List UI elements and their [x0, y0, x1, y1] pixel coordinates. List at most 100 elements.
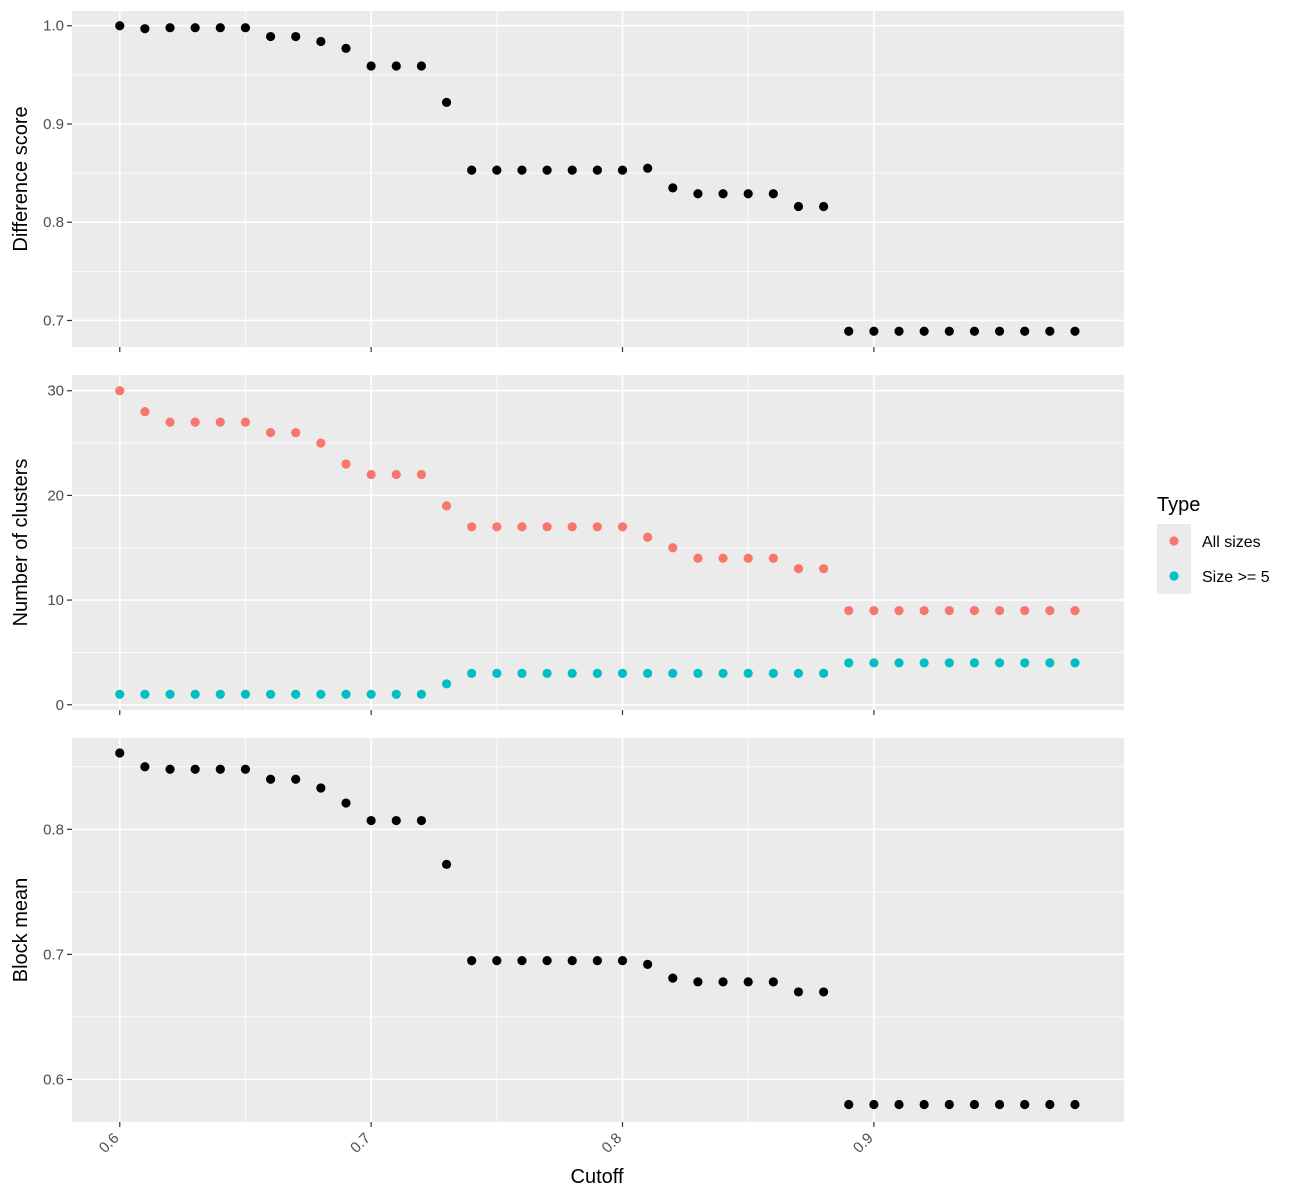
data-point [718, 668, 728, 678]
data-point [1045, 1099, 1055, 1110]
data-point [567, 165, 577, 175]
data-point [416, 61, 427, 71]
data-point [265, 31, 276, 42]
data-point [768, 977, 778, 987]
x-tick-label: 0.8 [599, 1130, 626, 1157]
data-point [944, 605, 954, 616]
data-point [115, 748, 125, 758]
y-tick-label: 0.8 [43, 821, 64, 838]
data-point [643, 668, 653, 678]
data-point [668, 973, 678, 983]
y-tick-label: 0 [56, 697, 64, 714]
data-point [969, 658, 980, 668]
data-point [844, 605, 854, 616]
data-point [441, 501, 452, 511]
data-point [391, 61, 401, 71]
data-point [441, 859, 452, 869]
data-point [693, 668, 703, 678]
data-point [341, 689, 351, 699]
data-point [492, 668, 502, 678]
y-tick-label: 0.9 [43, 116, 64, 133]
data-point [542, 522, 552, 532]
panels: 0.7 0.8 0.9 1.0 Difference score 0 10 20 30 Numbe… [10, 11, 1124, 1157]
data-point [844, 326, 854, 336]
data-point [265, 774, 276, 784]
data-point [215, 689, 225, 699]
data-point [617, 522, 628, 532]
data-point [793, 668, 804, 678]
data-point [1020, 605, 1030, 616]
data-point [793, 987, 804, 997]
data-point [140, 689, 150, 699]
data-point [743, 189, 753, 199]
data-point [215, 23, 225, 33]
panel-background [72, 738, 1124, 1122]
data-point [1045, 658, 1055, 668]
series-1 [115, 748, 1080, 1110]
data-point [416, 469, 427, 480]
data-point [869, 658, 879, 668]
data-point [1020, 326, 1030, 336]
legend-entries: All sizes Size >= 5 [1169, 534, 1270, 586]
data-point [391, 689, 401, 699]
data-point [316, 438, 326, 448]
data-point [190, 689, 200, 699]
data-point [215, 764, 225, 774]
data-point [743, 977, 753, 987]
series-1 [115, 21, 1080, 336]
data-point [165, 764, 175, 774]
data-point [1070, 326, 1080, 336]
y-axis-title: Difference score [10, 106, 32, 251]
data-point [492, 956, 502, 966]
data-point [542, 956, 552, 966]
data-point [994, 326, 1005, 336]
data-point [140, 24, 150, 34]
data-point [517, 956, 527, 966]
data-point [140, 762, 150, 772]
data-point [542, 668, 552, 678]
data-point [592, 956, 602, 966]
data-point [240, 23, 251, 33]
data-point [291, 689, 301, 699]
data-point [366, 815, 376, 826]
x-tick-label: 0.9 [850, 1130, 877, 1157]
data-point [140, 407, 150, 417]
data-point [366, 61, 376, 71]
data-point [643, 532, 653, 542]
data-point [969, 605, 980, 616]
data-point [919, 605, 929, 616]
data-point [115, 21, 125, 31]
data-point [869, 1099, 879, 1110]
data-point [819, 668, 829, 678]
data-point [165, 23, 175, 33]
data-point [768, 668, 778, 678]
data-point [944, 1099, 954, 1110]
data-point [567, 668, 577, 678]
data-point [115, 689, 125, 699]
data-point [994, 1099, 1005, 1110]
data-point [366, 689, 376, 699]
y-tick-label: 1.0 [43, 18, 64, 35]
data-point [693, 553, 703, 563]
legend-key-background [1157, 524, 1191, 594]
data-point [441, 679, 452, 689]
x-tick-label: 0.7 [347, 1130, 374, 1157]
y-tick-label: 10 [47, 592, 64, 609]
data-point [768, 189, 778, 199]
data-point [265, 689, 276, 699]
data-point [240, 417, 251, 427]
data-point [844, 1099, 854, 1110]
y-tick-label: 0.8 [43, 214, 64, 231]
data-point [542, 165, 552, 175]
data-point [944, 326, 954, 336]
data-point [567, 956, 577, 966]
data-point [819, 987, 829, 997]
y-tick-label: 30 [47, 383, 64, 400]
series-2 [115, 658, 1080, 699]
data-point [919, 1099, 929, 1110]
data-point [944, 658, 954, 668]
data-point [190, 23, 200, 33]
data-point [517, 668, 527, 678]
data-point [793, 201, 804, 212]
